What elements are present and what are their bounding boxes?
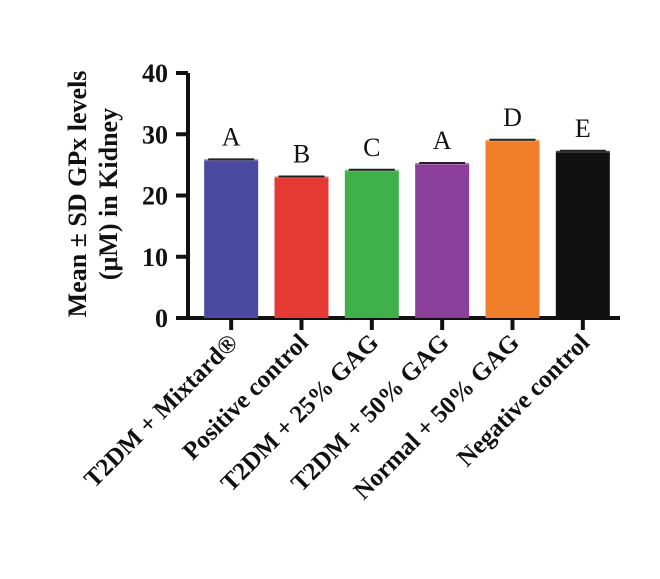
bar (415, 164, 470, 318)
bars (204, 138, 610, 318)
group-letter: A (433, 126, 452, 155)
group-letters: A B C A D E (222, 103, 591, 169)
x-tick-label: Negative control (452, 329, 595, 472)
bar (485, 141, 540, 318)
y-axis-label-line: Mean ± SD GPx levels (63, 71, 92, 318)
y-axis-label: Mean ± SD GPx levels (μM) in Kidney (63, 71, 123, 318)
error-bar (415, 163, 470, 167)
bar (555, 152, 610, 318)
group-letter: D (503, 103, 522, 132)
group-letter: B (293, 140, 310, 169)
y-axis-label-line: (μM) in Kidney (94, 108, 123, 280)
y-tick-label: 10 (142, 243, 168, 272)
y-tick-label: 30 (142, 120, 168, 149)
y-axis: 0 10 20 30 40 (142, 59, 620, 333)
group-letter: A (222, 122, 241, 151)
y-tick-label: 40 (142, 59, 168, 88)
y-tick-label: 0 (155, 304, 168, 333)
x-tick-label: Positive control (178, 329, 314, 465)
bar (274, 178, 329, 318)
error-bar (485, 139, 540, 144)
bar (344, 171, 399, 318)
error-bar (274, 176, 329, 181)
y-tick-label: 20 (142, 182, 168, 211)
error-bar (204, 159, 259, 164)
bar (204, 161, 259, 318)
error-bar (555, 150, 610, 155)
group-letter: E (575, 114, 591, 143)
group-letter: C (363, 133, 380, 162)
error-bar (344, 169, 399, 174)
